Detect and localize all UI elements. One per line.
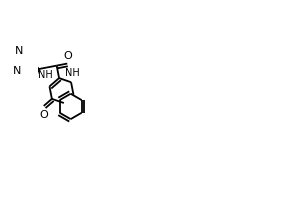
Text: N: N [13, 66, 21, 76]
Text: O: O [39, 110, 48, 120]
Text: NH: NH [64, 68, 80, 78]
Text: O: O [64, 51, 72, 61]
Text: N: N [15, 46, 23, 56]
Text: NH: NH [38, 70, 52, 80]
